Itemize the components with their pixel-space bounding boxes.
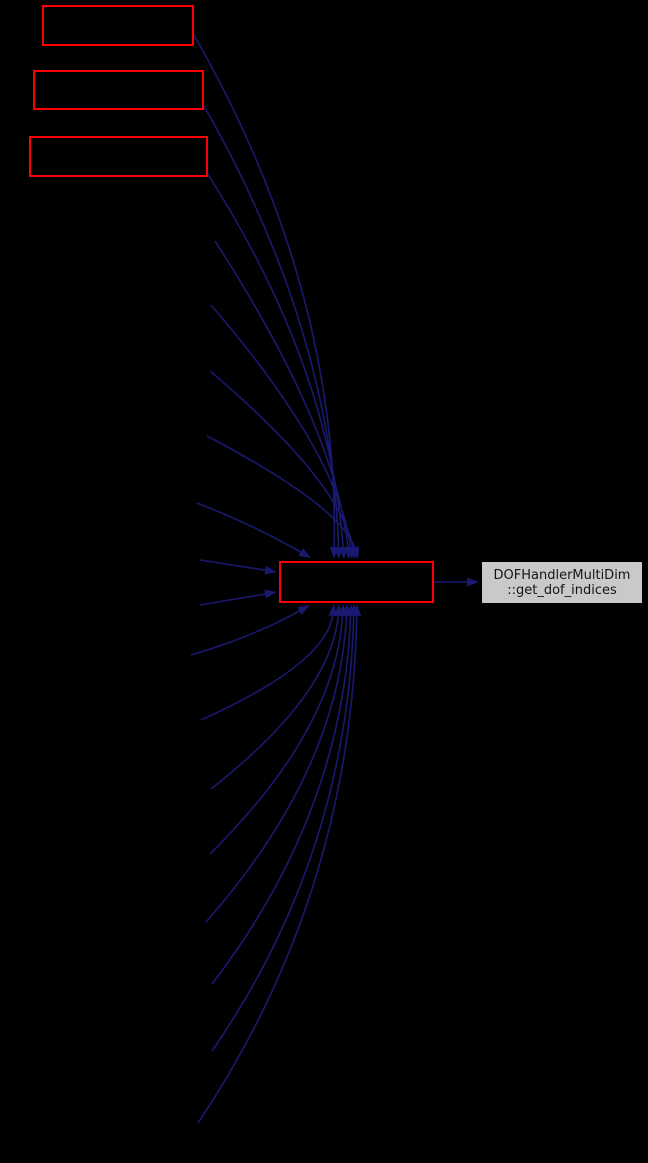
- call-edge: [209, 612, 344, 855]
- call-edge: [211, 612, 355, 1052]
- caller-node-1[interactable]: [42, 5, 194, 46]
- call-edge-arrowhead: [297, 605, 310, 615]
- call-edge: [196, 502, 304, 555]
- call-edge-arrowhead: [264, 589, 277, 599]
- call-edge: [205, 612, 348, 923]
- focus-node-label-line1: DOFHandlerMultiDim: [493, 567, 631, 583]
- call-edge: [199, 559, 269, 572]
- center-node[interactable]: [279, 561, 434, 603]
- call-edge: [210, 612, 340, 790]
- call-edge: [214, 240, 349, 551]
- caller-node-2[interactable]: [33, 70, 204, 110]
- focus-node-label-line2: ::get_dof_indices: [507, 582, 617, 598]
- call-edge: [199, 592, 269, 606]
- call-edge: [200, 612, 334, 721]
- call-edge: [203, 105, 340, 551]
- call-edge-arrowhead: [467, 577, 479, 587]
- caller-node-3[interactable]: [29, 136, 208, 177]
- call-edge: [210, 304, 352, 551]
- call-edge-arrowhead: [352, 604, 362, 617]
- call-edge: [211, 612, 352, 985]
- call-edge: [206, 435, 357, 551]
- call-edge: [190, 608, 303, 656]
- call-edge: [209, 370, 355, 551]
- call-edge: [197, 612, 358, 1124]
- call-edge-arrowhead: [264, 565, 277, 575]
- call-edge: [206, 172, 345, 551]
- call-edge-arrowhead: [298, 548, 311, 558]
- focus-node: DOFHandlerMultiDim ::get_dof_indices: [482, 562, 642, 603]
- call-edge-arrowhead: [350, 546, 360, 559]
